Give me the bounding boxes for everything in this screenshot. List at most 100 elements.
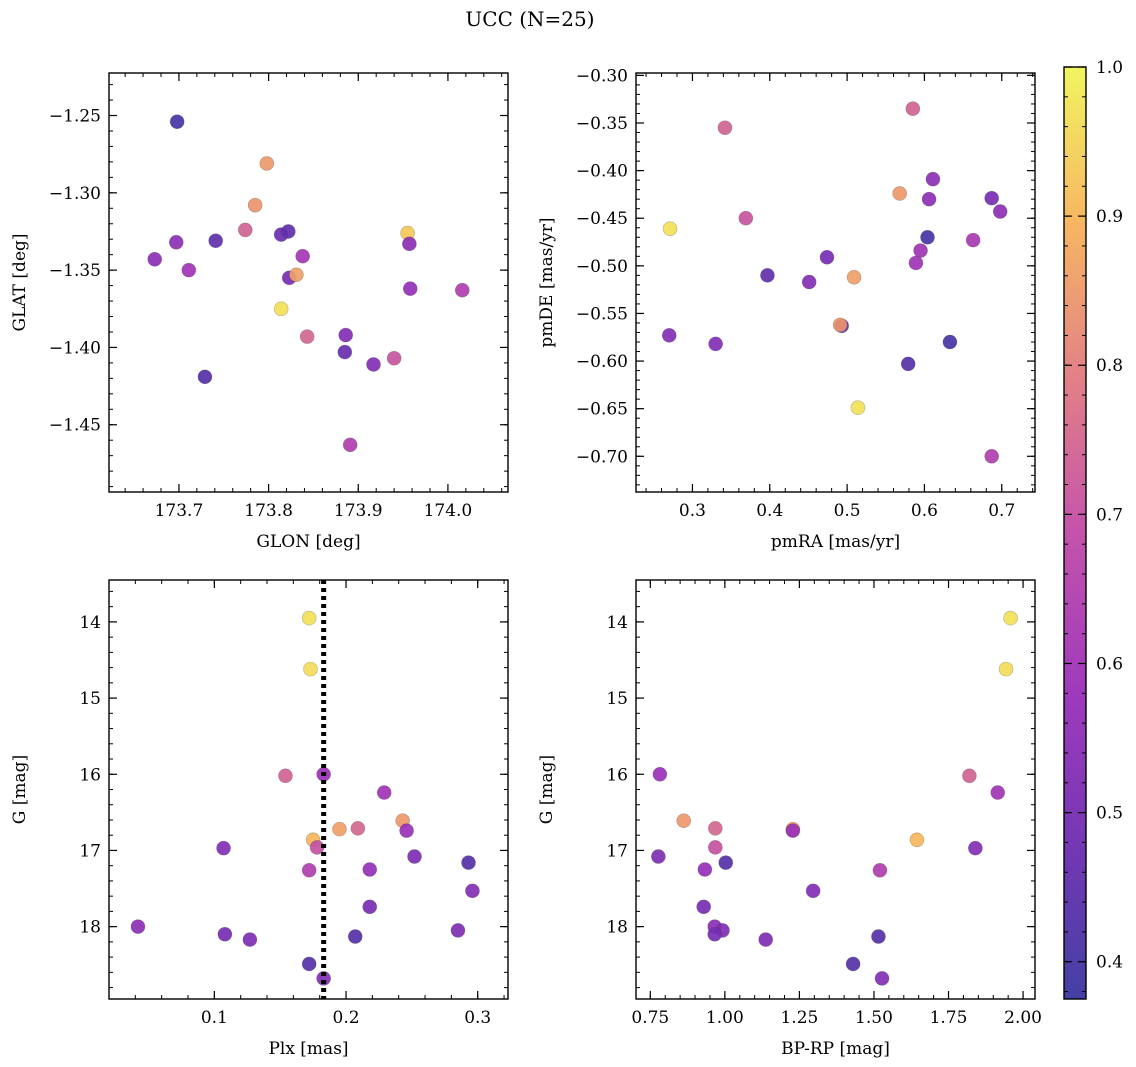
data-point xyxy=(332,821,347,837)
axes-frame xyxy=(635,579,1036,1000)
data-point xyxy=(892,186,907,201)
x-tick-label: 2.00 xyxy=(1004,1008,1042,1028)
data-point xyxy=(707,926,723,942)
minor-ticks xyxy=(108,580,508,999)
y-tick-label: −0.30 xyxy=(576,66,628,86)
data-point xyxy=(301,956,317,972)
panel-3: 0.1 0.2 0.3 14 15 16 17 18 Plx [mas] G [mag] xyxy=(10,579,509,1059)
y-tick-label: 15 xyxy=(79,689,101,709)
panel-2: 0.3 0.4 0.5 0.6 0.7 −0.30 −0.35 −0.40 −0.45 −0.50… xyxy=(537,66,1036,552)
colorbar-frame xyxy=(1063,66,1087,1000)
data-point xyxy=(708,336,723,352)
y-tick-label: 14 xyxy=(79,613,101,633)
data-point xyxy=(908,255,924,271)
colorbar-tick-label: 0.7 xyxy=(1096,505,1123,525)
x-tick-label: 0.2 xyxy=(333,1008,360,1028)
data-point xyxy=(316,971,331,986)
x-tick-label: 1.25 xyxy=(780,1008,818,1028)
data-point xyxy=(652,766,668,782)
data-point xyxy=(301,862,317,878)
y-tick-label: −0.40 xyxy=(576,162,628,182)
data-point xyxy=(905,101,921,117)
x-tick-label: 0.7 xyxy=(988,501,1015,521)
colorbar-gradient xyxy=(1064,67,1086,999)
data-point xyxy=(925,171,941,187)
data-points xyxy=(651,610,1018,986)
x-tick-label: 0.6 xyxy=(911,501,938,521)
data-point xyxy=(850,400,866,416)
y-tick-label: −0.70 xyxy=(576,447,628,467)
data-point xyxy=(399,823,414,838)
data-point xyxy=(347,929,363,944)
data-point xyxy=(461,855,476,870)
data-point xyxy=(273,301,289,317)
y-tick-label: −0.35 xyxy=(576,114,628,134)
y-axis-label: G [mag] xyxy=(537,755,557,824)
data-points xyxy=(147,114,470,453)
colorbar: 0.4 0.5 0.6 0.7 0.8 0.9 1.0 xyxy=(1063,58,1123,1000)
x-tick-label: 1.50 xyxy=(855,1008,893,1028)
data-point xyxy=(362,862,378,877)
y-tick-label: 14 xyxy=(606,613,628,633)
x-tick-label: 0.5 xyxy=(834,501,861,521)
x-tick-label: 0.4 xyxy=(756,501,783,521)
figure-title: UCC (N=25) xyxy=(465,7,594,31)
colorbar-tick-label: 0.4 xyxy=(1096,953,1123,973)
data-point xyxy=(819,249,835,265)
y-tick-label: −0.60 xyxy=(576,352,628,372)
axes-frame xyxy=(635,72,1036,493)
x-tick-label: 0.1 xyxy=(201,1008,228,1028)
x-tick-label: 174.0 xyxy=(424,501,473,521)
data-point xyxy=(281,224,296,239)
y-tick-label: −1.35 xyxy=(49,261,101,281)
data-point xyxy=(169,114,185,130)
data-point xyxy=(921,191,937,207)
data-point xyxy=(913,243,928,258)
data-point xyxy=(216,840,231,856)
y-tick-label: 15 xyxy=(606,689,628,709)
y-axis-label: GLAT [deg] xyxy=(10,233,30,331)
data-point xyxy=(718,855,734,870)
colorbar-tick-label: 0.8 xyxy=(1096,356,1123,376)
data-point xyxy=(278,768,293,784)
panel-4: 0.75 1.00 1.25 1.50 1.75 2.00 14 15 16 17 18 BP-RP … xyxy=(537,579,1042,1059)
data-point xyxy=(676,813,692,829)
data-point xyxy=(738,210,754,226)
x-tick-label: 1.00 xyxy=(706,1008,744,1028)
y-tick-label: −1.25 xyxy=(49,107,101,127)
data-point xyxy=(998,661,1014,677)
y-tick-label: 16 xyxy=(606,765,628,785)
data-point xyxy=(845,956,861,972)
x-tick-label: 0.75 xyxy=(631,1008,669,1028)
x-tick-label: 173.7 xyxy=(155,501,204,521)
data-point xyxy=(147,252,163,267)
data-point xyxy=(717,120,733,136)
x-tick-label: 0.3 xyxy=(464,1008,491,1028)
data-point xyxy=(454,282,470,298)
data-point xyxy=(208,233,223,249)
data-point xyxy=(708,821,723,836)
data-point xyxy=(696,899,711,915)
y-tick-label: −1.40 xyxy=(49,338,101,358)
y-tick-label: −0.45 xyxy=(576,209,628,229)
data-point xyxy=(846,269,862,285)
data-point xyxy=(984,190,999,206)
x-tick-label: 0.3 xyxy=(679,501,706,521)
data-point xyxy=(450,923,466,938)
data-point xyxy=(301,610,317,626)
data-point xyxy=(295,248,310,264)
data-points xyxy=(661,101,1008,464)
data-point xyxy=(181,262,197,278)
y-tick-label: −1.30 xyxy=(49,184,101,204)
axes-frame xyxy=(108,579,509,1000)
data-point xyxy=(697,862,713,877)
y-axis-label: G [mag] xyxy=(10,755,30,824)
colorbar-tick-label: 1.0 xyxy=(1096,58,1123,78)
minor-ticks xyxy=(109,73,508,492)
panels: 173.7 173.8 173.9 174.0 −1.25 −1.30 −1.35 −1.40… xyxy=(10,66,1042,1059)
data-points xyxy=(130,610,480,986)
data-point xyxy=(386,350,402,366)
data-point xyxy=(168,235,184,250)
y-axis-label: pmDE [mas/yr] xyxy=(537,217,557,347)
